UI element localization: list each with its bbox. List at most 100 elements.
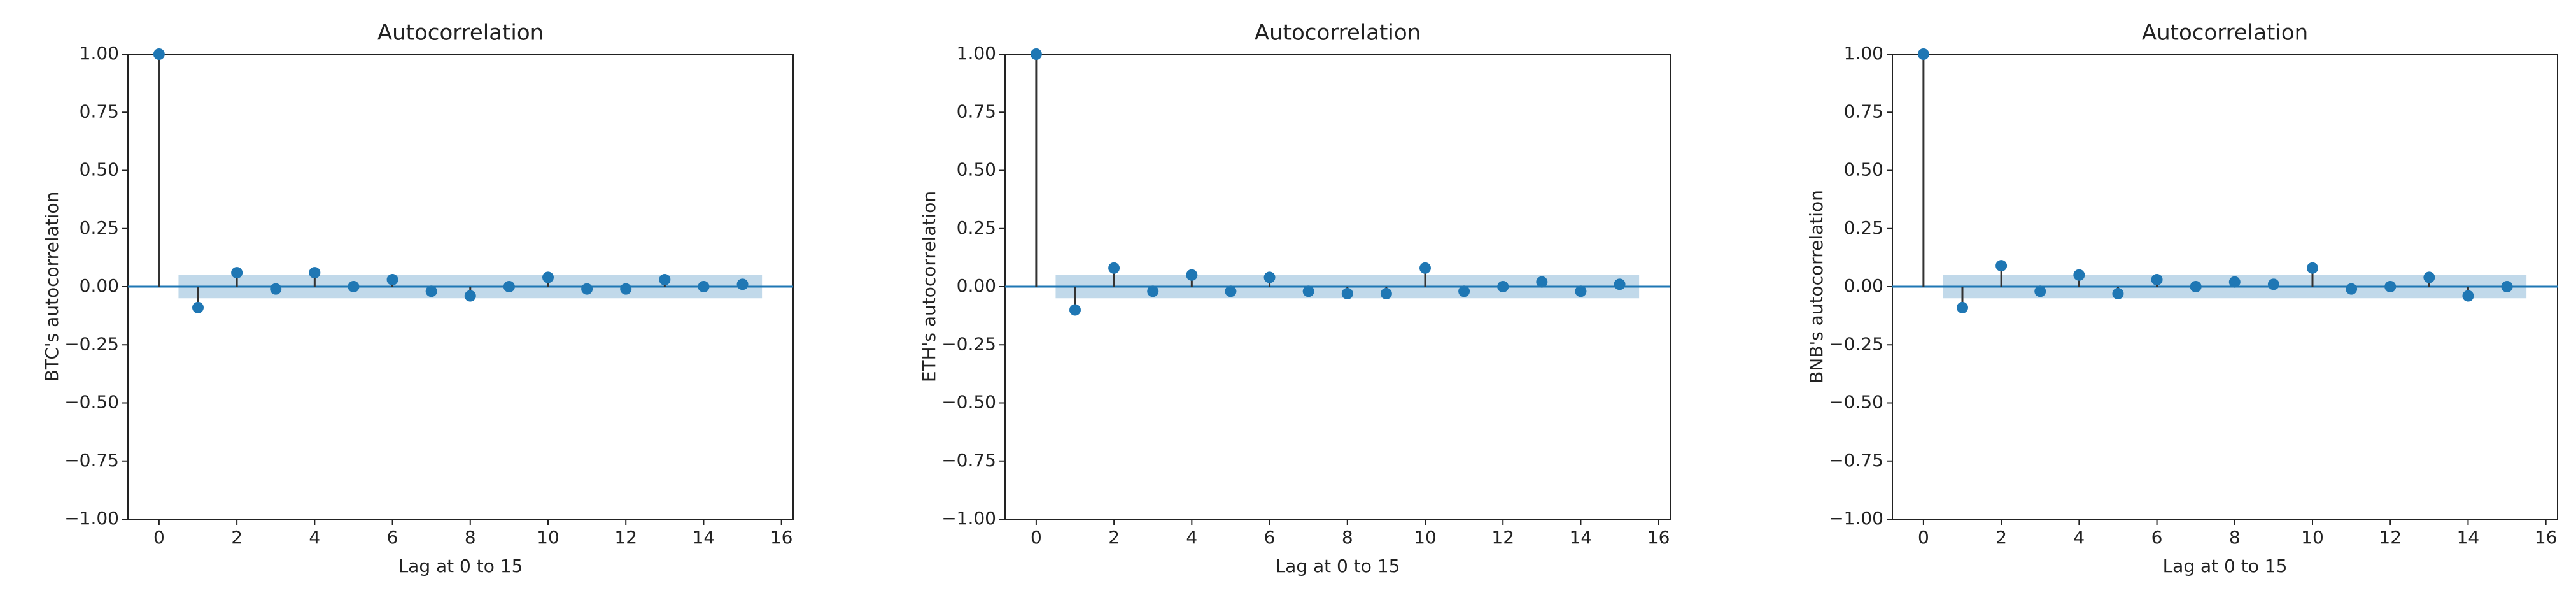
- y-tick-label: 1.00: [957, 43, 996, 64]
- stem-marker: [1341, 287, 1353, 299]
- stem-marker: [698, 281, 710, 292]
- x-tick-label: 4: [309, 527, 320, 548]
- stem-marker: [309, 267, 321, 279]
- stem-marker: [2384, 281, 2397, 292]
- stem-marker: [2034, 285, 2046, 297]
- x-tick-label: 16: [1647, 527, 1670, 548]
- stem-marker: [2346, 283, 2358, 295]
- x-tick-label: 2: [1108, 527, 1120, 548]
- x-tick-label: 4: [1186, 527, 1197, 548]
- x-tick-label: 10: [1414, 527, 1437, 548]
- y-axis-label: ETH's autocorrelation: [918, 191, 940, 382]
- x-tick-label: 8: [465, 527, 476, 548]
- acf-chart: −1.00 −0.75 −0.50 −0.25 0.00 0.25 0.50 0.75 1.00…: [1806, 20, 2558, 577]
- y-tick-label: −0.25: [1829, 333, 1883, 354]
- acf-chart: −1.00 −0.75 −0.50 −0.25 0.00 0.25 0.50 0.75 1.00…: [41, 20, 794, 577]
- stem-marker: [2190, 281, 2202, 292]
- stem-marker: [2151, 274, 2163, 286]
- y-tick-label: 0.75: [80, 101, 119, 122]
- stem-marker: [1108, 262, 1120, 274]
- x-tick-label: 0: [1031, 527, 1042, 548]
- x-tick-label: 14: [1570, 527, 1593, 548]
- y-tick-label: 0.75: [1844, 101, 1883, 122]
- x-tick-label: 6: [387, 527, 398, 548]
- y-axis-label: BTC's autocorrelation: [41, 192, 62, 382]
- x-tick-label: 6: [1264, 527, 1276, 548]
- stem-marker: [1302, 285, 1314, 297]
- stem-marker: [1614, 278, 1626, 290]
- stem-marker: [2462, 290, 2474, 302]
- stem-marker: [425, 285, 437, 297]
- y-tick-label: −1.00: [64, 508, 119, 529]
- stem-marker: [1186, 269, 1198, 281]
- x-tick-label: 8: [2229, 527, 2241, 548]
- stem-marker: [1995, 260, 2008, 272]
- stem-marker: [1419, 262, 1431, 274]
- x-tick-label: 4: [2073, 527, 2085, 548]
- stem-marker: [2073, 269, 2085, 281]
- y-tick-label: −0.50: [1829, 392, 1883, 413]
- x-tick-label: 16: [2535, 527, 2558, 548]
- stem-marker: [1957, 301, 1968, 313]
- x-tick-label: 8: [1342, 527, 1353, 548]
- y-tick-label: 0.00: [1844, 275, 1883, 296]
- y-tick-label: −0.25: [64, 333, 119, 354]
- x-tick-label: 14: [2457, 527, 2480, 548]
- x-axis-label: Lag at 0 to 15: [398, 555, 523, 577]
- stem-marker: [270, 283, 282, 295]
- y-tick-label: 0.75: [957, 101, 996, 122]
- x-tick-label: 0: [1918, 527, 1929, 548]
- x-tick-label: 16: [770, 527, 793, 548]
- chart-title: Autocorrelation: [377, 20, 544, 46]
- stem-marker: [192, 301, 204, 313]
- stem-marker: [1380, 287, 1392, 299]
- y-tick-label: 1.00: [80, 43, 119, 64]
- x-tick-label: 6: [2151, 527, 2163, 548]
- stem-marker: [1069, 304, 1081, 316]
- stem-marker: [2112, 287, 2124, 299]
- y-tick-label: 0.00: [80, 275, 119, 296]
- y-axis-label: BNB's autocorrelation: [1806, 190, 1827, 383]
- y-tick-label: 0.00: [957, 275, 996, 296]
- stem-marker: [348, 281, 360, 292]
- stem-marker: [1225, 285, 1237, 297]
- stem-marker: [1536, 276, 1548, 288]
- stem-marker: [2267, 278, 2279, 290]
- y-tick-label: −0.75: [941, 450, 996, 471]
- stem-marker: [581, 283, 593, 295]
- y-tick-label: 0.50: [957, 159, 996, 180]
- x-tick-label: 10: [537, 527, 560, 548]
- stem-marker: [1917, 48, 1929, 60]
- stem-marker: [736, 278, 749, 290]
- x-tick-label: 10: [2301, 527, 2324, 548]
- x-tick-label: 0: [153, 527, 165, 548]
- stem-marker: [1575, 285, 1587, 297]
- stem-marker: [153, 48, 165, 60]
- stem-marker: [503, 281, 515, 292]
- x-tick-label: 12: [2379, 527, 2402, 548]
- stem-marker: [464, 290, 476, 302]
- x-tick-label: 12: [614, 527, 637, 548]
- stem-marker: [542, 271, 554, 283]
- y-tick-label: 0.25: [957, 217, 996, 238]
- y-tick-label: 0.50: [1844, 159, 1883, 180]
- y-tick-label: −0.50: [64, 392, 119, 413]
- chart-title: Autocorrelation: [2142, 20, 2308, 46]
- y-tick-label: 1.00: [1844, 43, 1883, 64]
- x-tick-label: 14: [693, 527, 715, 548]
- stem-marker: [1497, 281, 1509, 292]
- y-tick-label: −0.75: [64, 450, 119, 471]
- y-tick-label: −0.25: [941, 333, 996, 354]
- stem-marker: [386, 274, 398, 286]
- x-tick-label: 2: [231, 527, 243, 548]
- stem-marker: [2228, 276, 2241, 288]
- stem-marker: [231, 267, 243, 279]
- x-axis-label: Lag at 0 to 15: [2163, 555, 2288, 577]
- acf-chart: −1.00 −0.75 −0.50 −0.25 0.00 0.25 0.50 0.75 1.00…: [918, 20, 1671, 577]
- y-tick-label: 0.25: [80, 217, 119, 238]
- x-tick-label: 2: [1995, 527, 2007, 548]
- stem-marker: [2501, 281, 2513, 292]
- stem-marker: [1147, 285, 1159, 297]
- y-tick-label: −0.75: [1829, 450, 1883, 471]
- y-tick-label: −1.00: [941, 508, 996, 529]
